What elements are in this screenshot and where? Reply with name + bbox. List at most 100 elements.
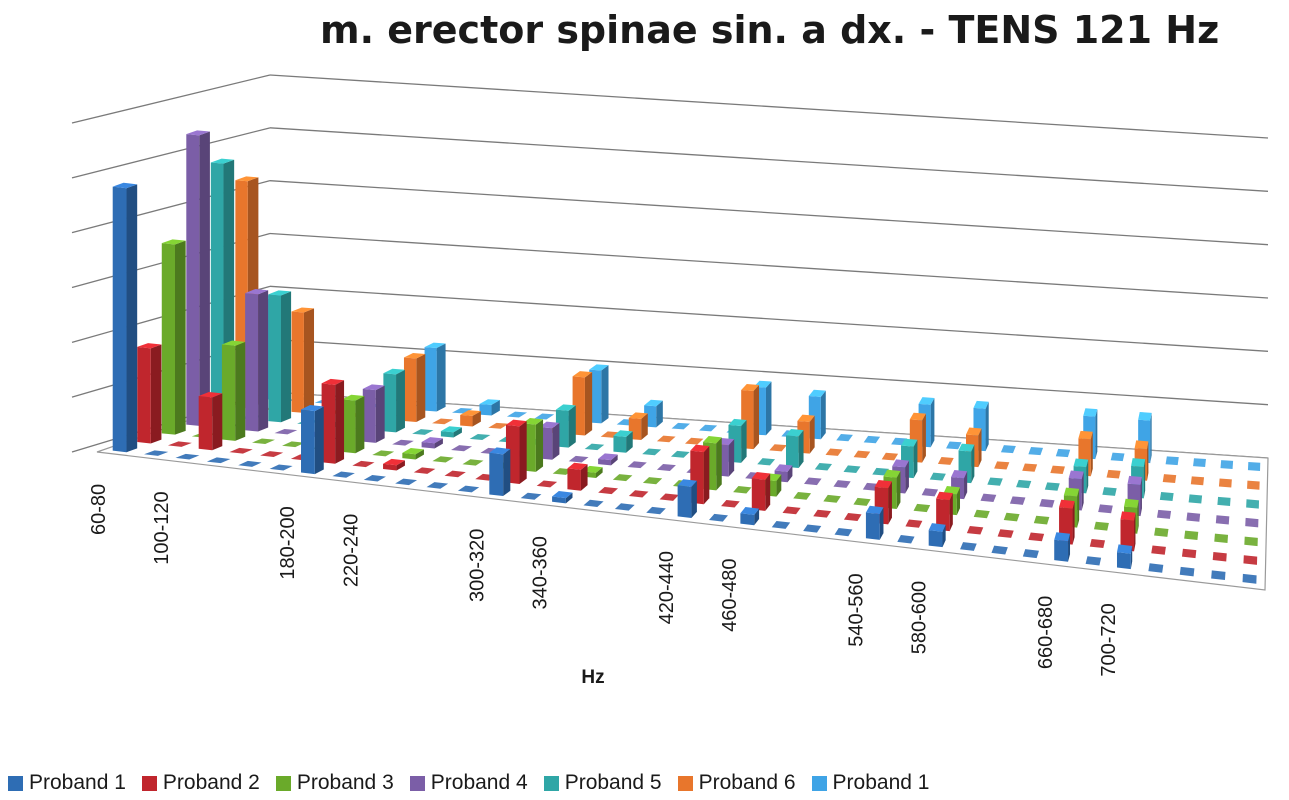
gridline-side <box>71 127 271 179</box>
legend-item: Proband 5 <box>543 771 662 795</box>
bar-1-520-540 <box>834 527 853 537</box>
bar-6-220-240 <box>460 410 481 427</box>
bar-3-200-220 <box>372 450 395 457</box>
bar-2-120-140 <box>229 447 253 454</box>
bar-3-560-580 <box>913 503 931 513</box>
legend-label: Proband 1 <box>29 771 126 794</box>
x-tick-label: 700-720 <box>1098 603 1120 676</box>
bar-7-220-240 <box>479 399 500 416</box>
bar-5-500-520 <box>843 465 861 474</box>
bar-5-740-760 <box>1188 494 1203 504</box>
x-tick-label: 60-80 <box>88 484 110 535</box>
bar-6-600-620 <box>994 461 1010 470</box>
bar-3-780-800 <box>1244 536 1258 547</box>
legend-swatch <box>275 775 291 791</box>
bar-3-740-760 <box>1184 530 1199 540</box>
x-tick-label: 180-200 <box>277 506 299 579</box>
legend-label: Proband 5 <box>564 771 662 794</box>
bar-4-780-800 <box>1245 517 1259 528</box>
bar-1-180-200 <box>301 405 324 475</box>
legend-swatch <box>8 775 23 791</box>
legend-label: Proband 1 <box>832 771 930 794</box>
bar-6-560-580 <box>937 457 954 465</box>
x-tick-label: 300-320 <box>467 529 489 602</box>
bar-2-740-760 <box>1181 548 1197 559</box>
legend-swatch <box>811 775 827 791</box>
bar-3-360-380 <box>612 474 633 482</box>
bar-6-240-260 <box>488 422 509 429</box>
bar-4-620-640 <box>1009 496 1026 505</box>
bar-1-420-440 <box>677 479 697 518</box>
legend-label: Proband 3 <box>296 771 394 794</box>
bar-2-340-360 <box>567 462 588 491</box>
bar-2-700-720 <box>1120 511 1136 552</box>
legend-swatch <box>677 775 693 791</box>
bar-4-680-700 <box>1098 504 1113 514</box>
bar-3-500-520 <box>823 494 841 503</box>
bar-5-780-800 <box>1246 499 1260 509</box>
bar-6-200-220 <box>432 418 454 425</box>
bar-3-60-80 <box>161 239 186 435</box>
bar-1-680-700 <box>1085 556 1102 566</box>
legend-item: Proband 1 <box>8 771 126 795</box>
chart-bars <box>112 130 1261 584</box>
legend-label: Proband 2 <box>162 771 260 794</box>
bar-4-200-220 <box>392 439 414 446</box>
bar-5-680-700 <box>1102 487 1117 496</box>
bar-2-680-700 <box>1089 538 1106 549</box>
bar-3-680-700 <box>1093 521 1109 531</box>
gridline-back <box>269 232 1269 299</box>
bar-1-360-380 <box>583 499 604 508</box>
bar-3-380-400 <box>642 477 663 485</box>
bar-1-760-780 <box>1211 570 1226 581</box>
legend-item: Proband 4 <box>409 771 528 795</box>
bar-1-460-480 <box>740 507 760 526</box>
bar-5-520-540 <box>872 467 889 476</box>
bar-2-240-260 <box>413 467 436 474</box>
legend-label: Proband 4 <box>430 771 528 794</box>
bar-2-600-620 <box>966 525 984 535</box>
legend-item: Proband 6 <box>677 771 796 795</box>
bar-6-520-540 <box>881 452 899 461</box>
bar-1-500-520 <box>803 524 822 533</box>
bar-5-180-200 <box>383 368 405 433</box>
bar-4-240-260 <box>451 445 473 452</box>
bar-4-60-80 <box>186 130 210 426</box>
bar-3-140-160 <box>282 441 305 448</box>
bar-3-260-280 <box>462 459 484 466</box>
bar-1-240-260 <box>395 478 418 486</box>
bar-6-100-120 <box>291 307 315 413</box>
bar-2-760-780 <box>1212 551 1227 562</box>
bar-6-680-700 <box>1106 469 1121 479</box>
bar-2-260-280 <box>444 470 466 478</box>
gridline-back <box>269 285 1269 352</box>
bar-1-260-280 <box>426 482 449 489</box>
bar-1-600-620 <box>960 542 977 551</box>
bar-2-620-640 <box>997 529 1014 538</box>
bar-1-560-580 <box>897 535 915 544</box>
x-tick-label: 340-360 <box>530 536 552 609</box>
bar-3-520-540 <box>853 497 871 506</box>
bar-6-620-640 <box>1022 463 1038 472</box>
x-axis-label: Hz <box>581 667 604 688</box>
bar-5-240-260 <box>469 433 491 441</box>
bar-5-600-620 <box>987 477 1003 486</box>
x-tick-label: 540-560 <box>845 573 867 646</box>
x-tick-label: 220-240 <box>340 514 362 587</box>
bar-1-80-100 <box>144 450 169 456</box>
bar-1-480-500 <box>771 520 791 529</box>
bar-2-500-520 <box>813 509 832 518</box>
x-tick-label: 420-440 <box>656 551 678 624</box>
bar-3-180-200 <box>342 394 365 454</box>
bar-2-400-420 <box>659 493 679 501</box>
bar-6-640-660 <box>1050 465 1065 474</box>
bar-2-560-580 <box>905 519 923 528</box>
x-tick-label: 460-480 <box>719 558 741 631</box>
bar-3-760-780 <box>1214 533 1229 544</box>
bar-7-180-200 <box>424 342 446 412</box>
gridline-back <box>269 127 1269 192</box>
bar-5-440-460 <box>757 458 776 466</box>
bar-1-620-640 <box>991 545 1008 555</box>
bar-6-500-520 <box>853 450 871 459</box>
bar-2-780-800 <box>1243 555 1258 565</box>
